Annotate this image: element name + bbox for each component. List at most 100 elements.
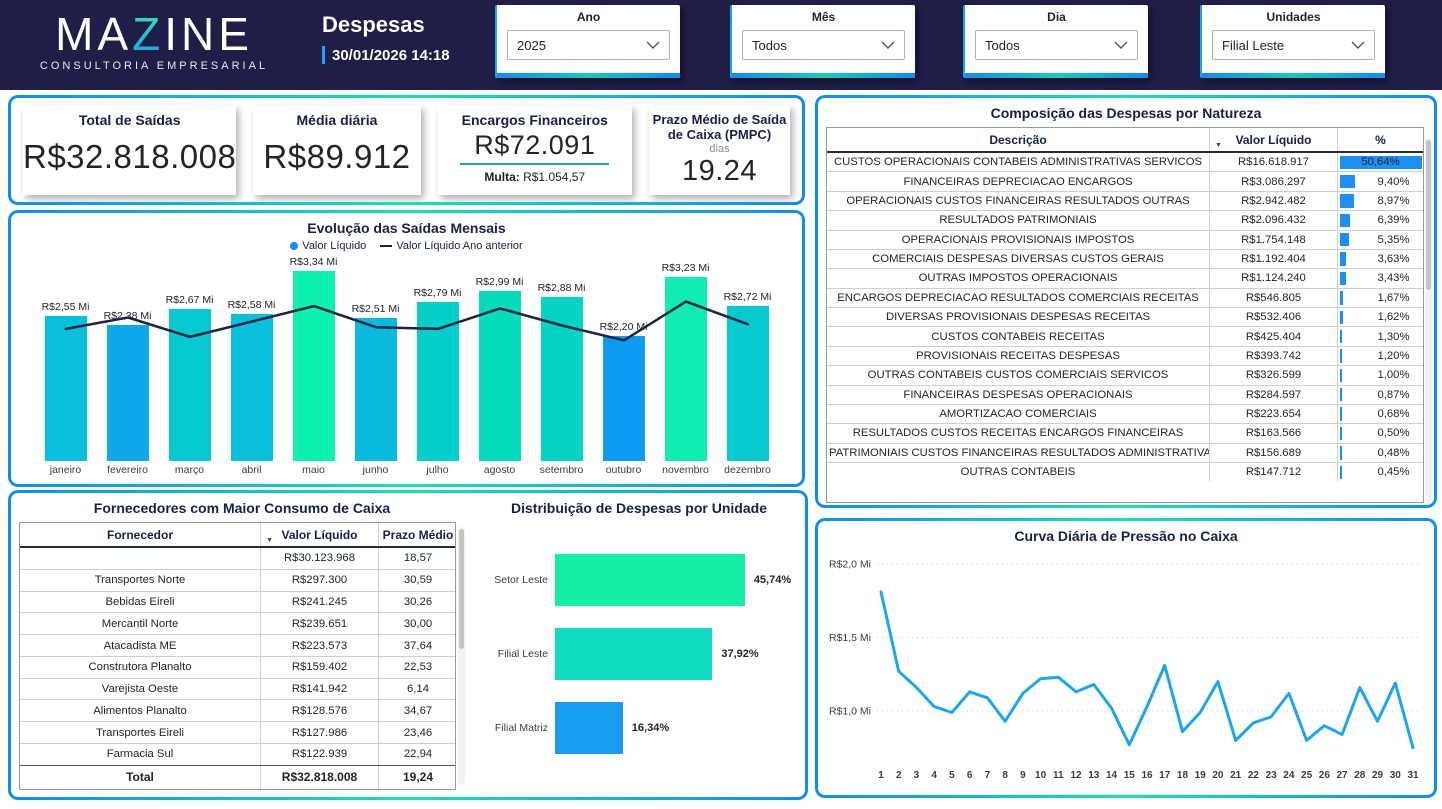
table-row[interactable]: OPERACIONAIS CUSTOS FINANCEIRAS RESULTAD… xyxy=(827,190,1423,211)
cell-valor: R$1.124.240 xyxy=(1209,269,1337,288)
table-row[interactable]: COMERCIAIS DESPESAS DIVERSAS CUSTOS GERA… xyxy=(827,248,1423,269)
bar[interactable] xyxy=(44,315,87,461)
x-axis-label: 29 xyxy=(1372,770,1384,781)
table-row[interactable]: CUSTOS CONTABEIS RECEITAS R$425.404 1,30% xyxy=(827,326,1423,346)
column-header-fornecedor[interactable]: Fornecedor xyxy=(106,528,173,542)
bar-value-label: R$2,79 Mi xyxy=(413,287,462,300)
cell-descricao: RESULTADOS CUSTOS RECEITAS ENCARGOS FINA… xyxy=(852,427,1184,440)
slicer-dia-label: Dia xyxy=(1047,10,1066,24)
table-row[interactable]: ENCARGOS DEPRECIACAO RESULTADOS COMERCIA… xyxy=(827,287,1423,307)
table-row[interactable]: Bebidas Eireli R$241.245 30,26 xyxy=(20,590,455,613)
bar[interactable] xyxy=(354,318,397,461)
table-row[interactable]: FINANCEIRAS DESPESAS OPERACIONAIS R$284.5… xyxy=(827,384,1423,404)
column-header-descricao[interactable]: Descrição xyxy=(989,133,1047,147)
table-row[interactable]: OUTRAS IMPOSTOS OPERACIONAIS R$1.124.240 3… xyxy=(827,268,1423,288)
bar[interactable] xyxy=(292,270,335,461)
bar-value-label: R$2,20 Mi xyxy=(599,320,648,333)
x-axis-label: 14 xyxy=(1106,770,1118,781)
scrollbar[interactable] xyxy=(1425,138,1432,502)
pct-data-bar xyxy=(1340,388,1343,402)
cell-valor: R$16.618.917 xyxy=(1209,153,1337,172)
multa-label: Multa: xyxy=(484,170,520,184)
table-row[interactable]: R$30.123.968 18,57 xyxy=(20,548,455,569)
table-row[interactable]: RESULTADOS CUSTOS RECEITAS ENCARGOS FINA… xyxy=(827,423,1423,443)
pct-data-bar xyxy=(1340,368,1343,382)
bar[interactable] xyxy=(416,302,459,461)
table-row[interactable]: CUSTOS OPERACIONAIS CONTABEIS ADMINISTRA… xyxy=(827,153,1423,172)
bar[interactable] xyxy=(555,628,713,680)
cell-descricao: ENCARGOS DEPRECIACAO RESULTADOS COMERCIA… xyxy=(837,291,1199,304)
cell-valor: R$223.573 xyxy=(260,635,378,656)
bar[interactable] xyxy=(230,314,273,461)
x-axis-label: abril xyxy=(241,464,262,476)
x-axis-label: 21 xyxy=(1230,770,1242,781)
slicer-ano-dropdown[interactable]: 2025 xyxy=(507,30,670,60)
table-row[interactable]: OUTRAS CONTABEIS CUSTOS COMERCIAIS SERVI… xyxy=(827,365,1423,385)
bar[interactable] xyxy=(106,325,149,461)
bar-value-label: R$2,51 Mi xyxy=(351,303,400,316)
fornecedores-table-header: Fornecedor ▼ Valor Líquido Prazo Médio xyxy=(20,523,455,548)
cell-descricao: OPERACIONAIS CUSTOS FINANCEIRAS RESULTAD… xyxy=(846,194,1190,207)
monthly-x-axis: janeiro fevereiro março abril maio junho julho… xyxy=(35,464,779,476)
bar-value-label: R$3,34 Mi xyxy=(289,255,338,268)
bar-value-label: 45,74% xyxy=(753,574,792,586)
bar[interactable] xyxy=(726,306,769,461)
column-header-pct[interactable]: % xyxy=(1337,128,1423,151)
cell-descricao: OUTRAS CONTABEIS xyxy=(960,466,1076,479)
column-header-valor-liquido[interactable]: ▼ Valor Líquido xyxy=(1209,128,1337,151)
column-header-prazo-medio[interactable]: Prazo Médio xyxy=(378,523,457,546)
table-row[interactable]: RESULTADOS PATRIMONIAIS R$2.096.432 6,39% xyxy=(827,210,1423,230)
table-row[interactable]: Transportes Eireli R$127.986 23,46 xyxy=(20,721,455,744)
x-axis-label: 17 xyxy=(1159,770,1171,781)
bar[interactable] xyxy=(555,702,623,754)
cell-pct: 1,20% xyxy=(1337,346,1423,366)
sort-desc-icon: ▼ xyxy=(266,537,273,544)
x-axis-label: 2 xyxy=(896,770,902,781)
bar-slot: R$2,55 Mi xyxy=(35,256,97,461)
cell-valor: R$239.651 xyxy=(260,613,378,635)
cell-valor: R$532.406 xyxy=(1209,308,1337,327)
table-row[interactable]: Atacadista ME R$223.573 37,64 xyxy=(20,634,455,656)
composicao-title: Composição das Despesas por Natureza xyxy=(990,105,1262,121)
company-logo: MAZINE CONSULTORIA EMPRESARIAL xyxy=(14,6,294,72)
bar[interactable] xyxy=(664,277,707,461)
table-row[interactable]: Mercantil Norte R$239.651 30,00 xyxy=(20,612,455,635)
cell-prazo: 37,64 xyxy=(378,635,457,656)
table-row[interactable]: OUTRAS CONTABEIS R$147.712 0,45% xyxy=(827,462,1423,482)
bar[interactable] xyxy=(540,297,583,461)
scrollbar-thumb[interactable] xyxy=(459,529,464,649)
slicer-mes-dropdown[interactable]: Todos xyxy=(742,30,905,60)
slicer-dia-dropdown[interactable]: Todos xyxy=(975,30,1138,60)
table-row[interactable]: Construtora Planalto R$159.402 22,53 xyxy=(20,655,455,678)
table-row[interactable]: PATRIMONIAIS CUSTOS FINANCEIRAS RESULTAD… xyxy=(827,442,1423,462)
slicer-gradient-bar xyxy=(497,73,680,78)
x-axis-label: 24 xyxy=(1283,770,1295,781)
column-header-valor-liquido[interactable]: ▼ Valor Líquido xyxy=(260,523,378,546)
table-row[interactable]: AMORTIZACAO COMERCIAIS R$223.654 0,68% xyxy=(827,403,1423,424)
scrollbar[interactable] xyxy=(458,527,465,785)
fornecedores-table: Fornecedor ▼ Valor Líquido Prazo Médio R$… xyxy=(19,522,456,790)
table-row[interactable]: DIVERSAS PROVISIONAIS DESPESAS RECEITAS R… xyxy=(827,307,1423,327)
bar[interactable] xyxy=(478,290,521,461)
table-row[interactable]: PROVISIONAIS RECEITAS DESPESAS R$393.742 1… xyxy=(827,345,1423,366)
scrollbar-thumb[interactable] xyxy=(1426,140,1431,290)
cell-descricao: FINANCEIRAS DESPESAS OPERACIONAIS xyxy=(903,388,1133,401)
table-row[interactable]: Varejista Oeste R$141.942 6,14 xyxy=(20,677,455,700)
kpi-total-saidas: Total de Saídas R$32.818.008 xyxy=(23,105,237,195)
table-row[interactable]: Farmacia Sul R$122.939 22,94 xyxy=(20,743,455,765)
pct-value: 1,20% xyxy=(1377,349,1410,362)
bottomleft-panel: Fornecedores com Maior Consumo de Caixa … xyxy=(8,490,808,800)
bar[interactable] xyxy=(602,335,645,461)
bar[interactable] xyxy=(555,554,745,606)
slicer-unidades-dropdown[interactable]: Filial Leste xyxy=(1212,30,1375,60)
x-axis-label: novembro xyxy=(662,464,709,476)
x-axis-label: 22 xyxy=(1248,770,1260,781)
table-row[interactable]: Transportes Norte R$297.300 30,59 xyxy=(20,568,455,591)
table-row[interactable]: FINANCEIRAS DEPRECIACAO ENCARGOS R$3.086.… xyxy=(827,171,1423,191)
multa-value: R$1.054,57 xyxy=(523,170,586,184)
table-row[interactable]: OPERACIONAIS PROVISIONAIS IMPOSTOS R$1.75… xyxy=(827,229,1423,249)
x-axis-label: maio xyxy=(302,464,325,476)
bar[interactable] xyxy=(168,308,211,461)
cell-total-label: Total xyxy=(126,770,154,785)
table-row[interactable]: Alimentos Planalto R$128.576 34,67 xyxy=(20,699,455,722)
